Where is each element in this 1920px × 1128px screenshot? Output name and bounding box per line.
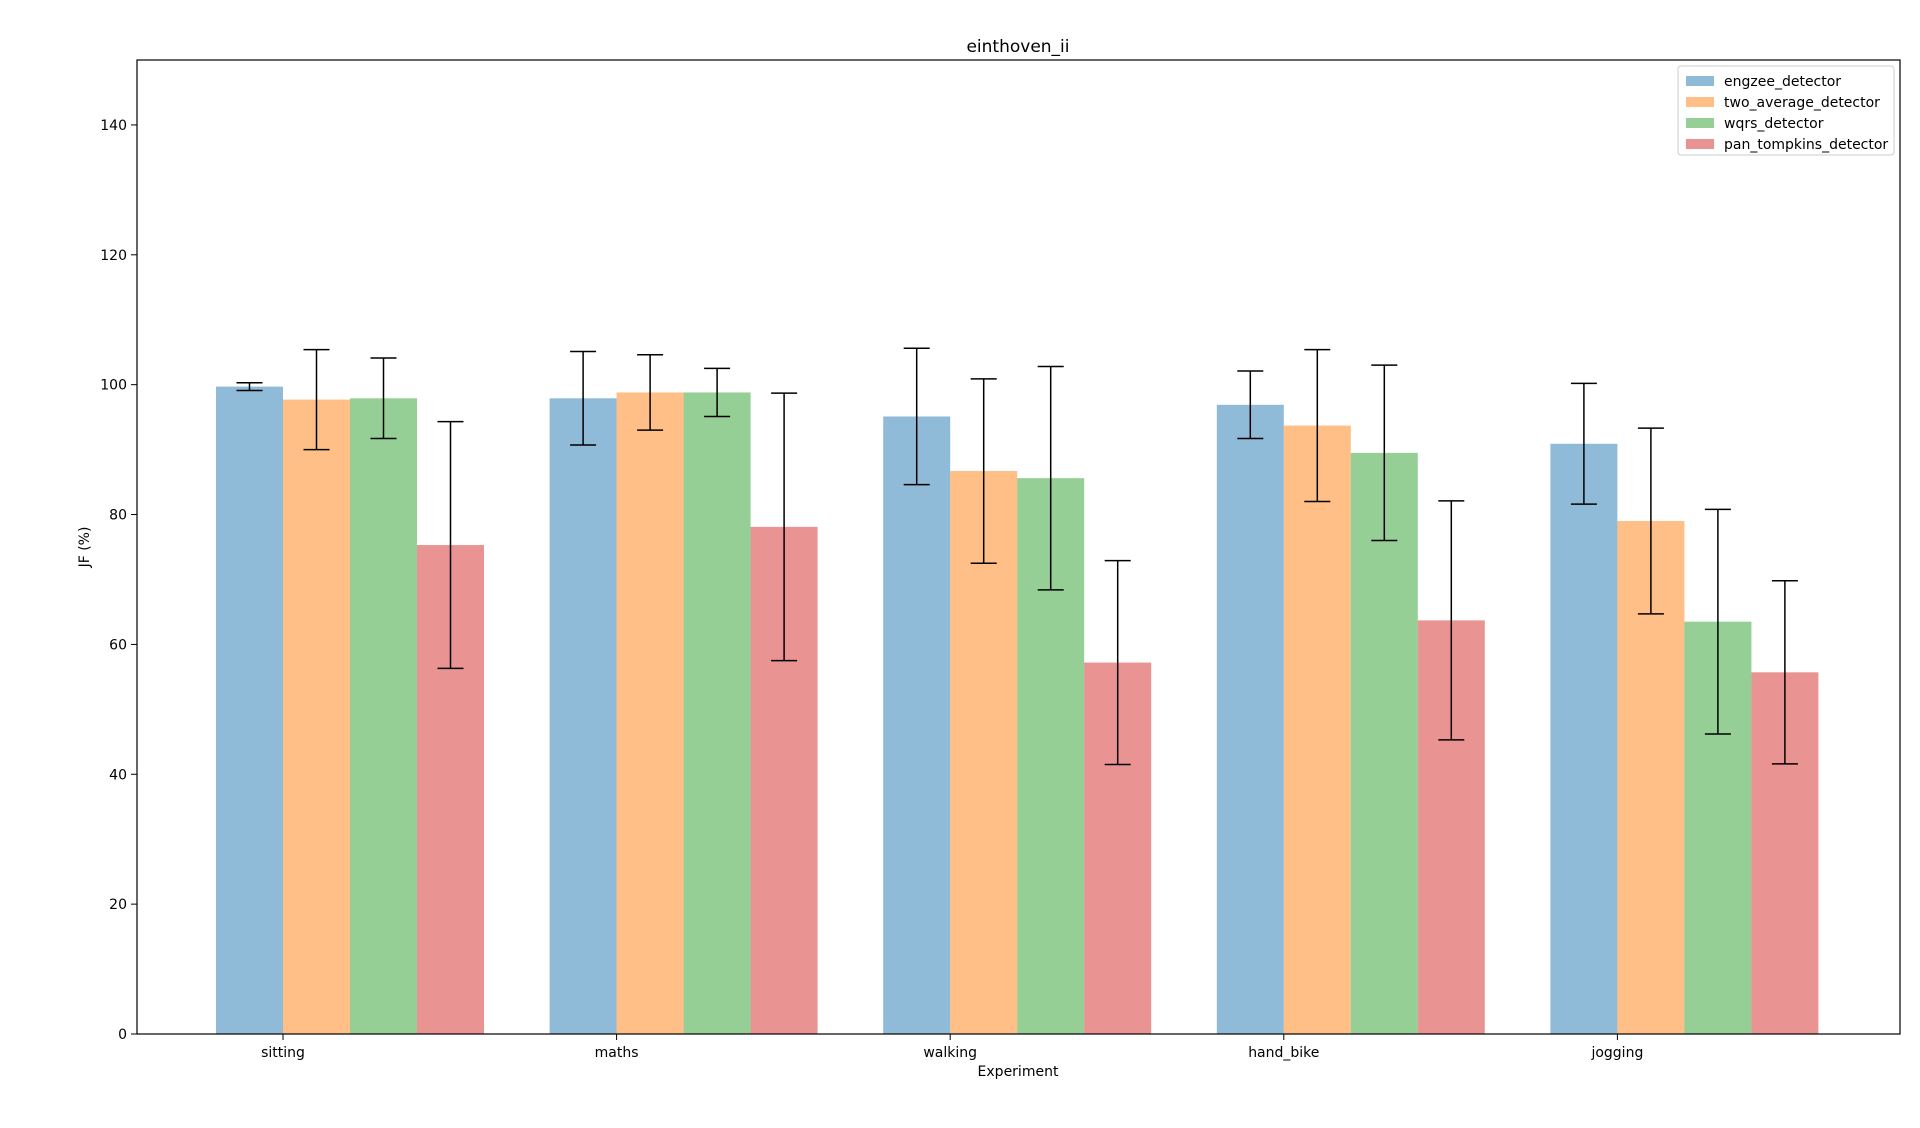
x-tick-label-hand_bike: hand_bike [1248, 1045, 1319, 1061]
legend-entry-pan_tompkins_detector: pan_tompkins_detector [1686, 137, 1888, 153]
errorbar-two_average_detector-walking [970, 378, 997, 564]
legend-entry-two_average_detector: two_average_detector [1686, 95, 1880, 111]
errorbar-wqrs_detector-jogging [1704, 508, 1731, 735]
y-tick-label: 20 [109, 897, 127, 913]
errorbar-two_average_detector-sitting [303, 348, 330, 451]
legend-label: engzee_detector [1724, 74, 1841, 90]
errorbars-layer [236, 347, 1798, 766]
x-axis-label: Experiment [978, 1064, 1059, 1080]
legend-swatch [1686, 97, 1714, 107]
errorbar-pan_tompkins_detector-walking [1104, 559, 1131, 766]
bar-two_average_detector-sitting [283, 399, 350, 1035]
y-tick-label: 0 [118, 1027, 127, 1043]
legend-label: wqrs_detector [1724, 116, 1824, 132]
y-axis: 0 20 40 60 80 100 120 140 [100, 118, 137, 1043]
legend-label: two_average_detector [1724, 95, 1880, 111]
x-tick-label-maths: maths [595, 1045, 639, 1061]
x-axis: sitting maths walking hand_bike jogging [261, 1034, 1643, 1061]
bar-two_average_detector-maths [616, 392, 684, 1035]
bar-two_average_detector-walking [950, 471, 1018, 1034]
legend: engzee_detector two_average_detector wqrs_… [1677, 65, 1895, 156]
errorbar-wqrs_detector-maths [704, 367, 731, 418]
errorbar-wqrs_detector-sitting [370, 357, 397, 440]
bar-wqrs_detector-sitting [350, 398, 417, 1034]
errorbar-wqrs_detector-walking [1037, 365, 1064, 591]
chart-title: einthoven_ii [966, 37, 1069, 57]
errorbar-pan_tompkins_detector-sitting [437, 420, 464, 670]
y-tick-label: 40 [109, 767, 127, 783]
bar-two_average_detector-hand_bike [1283, 425, 1351, 1034]
bar-engzee_detector-jogging [1550, 443, 1618, 1034]
x-tick-label-sitting: sitting [261, 1045, 305, 1061]
plot-frame [136, 59, 1901, 1035]
x-tick-label-walking: walking [923, 1045, 977, 1061]
errorbar-engzee_detector-jogging [1570, 382, 1597, 505]
bar-wqrs_detector-hand_bike [1350, 452, 1418, 1035]
x-tick-label-jogging: jogging [1590, 1045, 1643, 1061]
bar-engzee_detector-maths [549, 398, 617, 1034]
y-tick-label: 80 [109, 508, 127, 524]
errorbar-pan_tompkins_detector-maths [771, 392, 798, 662]
legend-swatch [1686, 118, 1714, 128]
legend-box [1677, 65, 1895, 156]
legend-entry-engzee_detector: engzee_detector [1686, 74, 1841, 90]
errorbar-engzee_detector-walking [903, 347, 930, 486]
errorbar-two_average_detector-maths [637, 354, 664, 431]
errorbar-two_average_detector-hand_bike [1304, 348, 1331, 503]
legend-swatch [1686, 139, 1714, 149]
y-tick-label: 60 [109, 637, 127, 653]
errorbar-two_average_detector-jogging [1637, 427, 1664, 615]
y-axis-label: JF (%) [77, 527, 93, 569]
bars-layer [216, 386, 1819, 1035]
y-tick-label: 140 [100, 118, 127, 134]
errorbar-pan_tompkins_detector-hand_bike [1438, 500, 1465, 741]
bar-engzee_detector-walking [883, 416, 951, 1035]
legend-entry-wqrs_detector: wqrs_detector [1686, 116, 1824, 132]
errorbar-wqrs_detector-hand_bike [1371, 364, 1398, 542]
y-tick-label: 100 [100, 378, 127, 394]
bar-engzee_detector-hand_bike [1216, 404, 1284, 1034]
legend-label: pan_tompkins_detector [1724, 137, 1888, 153]
bar-wqrs_detector-maths [683, 392, 751, 1035]
errorbar-engzee_detector-maths [570, 350, 597, 446]
legend-swatch [1686, 76, 1714, 86]
y-tick-label: 120 [100, 248, 127, 264]
errorbar-pan_tompkins_detector-jogging [1771, 580, 1798, 765]
errorbar-engzee_detector-sitting [236, 381, 263, 392]
errorbar-engzee_detector-hand_bike [1237, 370, 1264, 440]
bar-engzee_detector-sitting [216, 386, 283, 1034]
